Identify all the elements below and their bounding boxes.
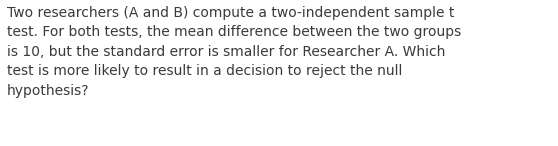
Text: Two researchers (A and B) compute a two-independent sample t
test. For both test: Two researchers (A and B) compute a two-… <box>7 6 461 98</box>
